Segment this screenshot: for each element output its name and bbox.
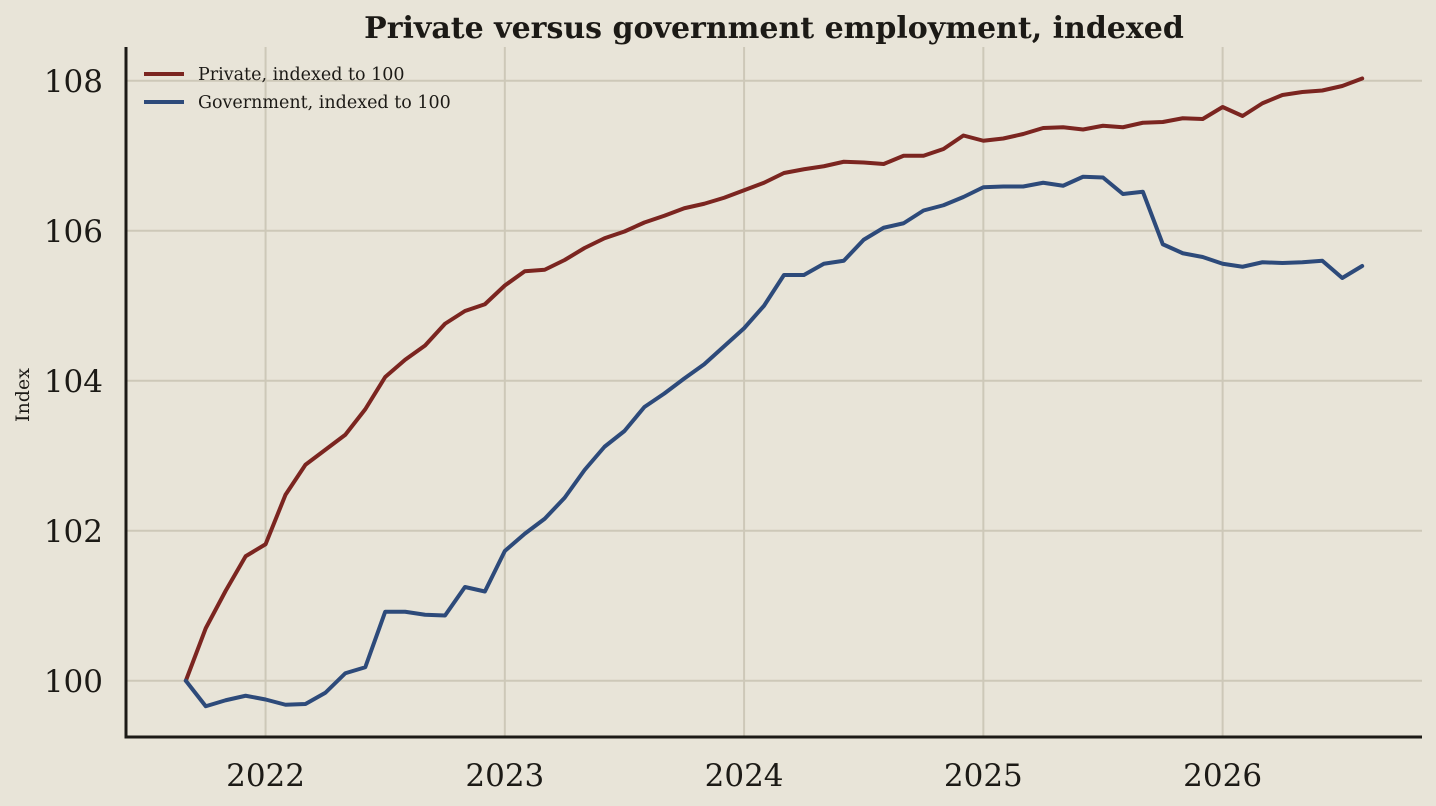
y-tick-labels: 100 102 104 106 108 [44, 64, 103, 700]
y-tick-label: 100 [44, 664, 103, 700]
series-line-government [183, 174, 1365, 709]
legend-label: Private, indexed to 100 [198, 65, 405, 85]
chart-title: Private versus government employment, in… [364, 11, 1184, 46]
y-axis-label: Index [12, 368, 34, 422]
y-tick-label: 104 [44, 364, 103, 400]
series-line-private [183, 76, 1365, 683]
legend-label: Government, indexed to 100 [198, 93, 451, 113]
x-tick-label: 2024 [705, 758, 784, 794]
series-layer [183, 76, 1365, 709]
x-tick-label: 2026 [1183, 758, 1262, 794]
x-tick-labels: 2022 2023 2024 2025 2026 [226, 758, 1262, 794]
x-tick-label: 2022 [226, 758, 305, 794]
y-gridlines [126, 79, 1422, 682]
y-tick-label: 108 [44, 64, 103, 100]
x-tick-label: 2023 [465, 758, 544, 794]
y-tick-label: 106 [44, 214, 103, 250]
legend: Private, indexed to 100 Government, index… [144, 65, 451, 113]
x-tick-label: 2025 [944, 758, 1023, 794]
x-gridlines [264, 47, 1224, 737]
y-tick-label: 102 [44, 514, 103, 550]
